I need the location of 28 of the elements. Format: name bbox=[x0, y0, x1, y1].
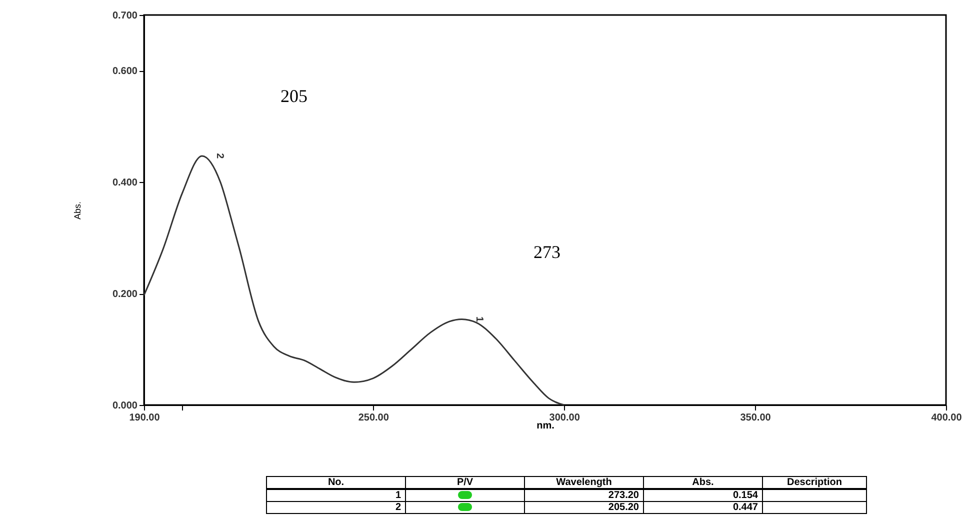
y-axis-title: Abs. bbox=[72, 201, 82, 220]
text: 2 bbox=[266, 502, 406, 514]
y-tick-label: 0.600 bbox=[112, 66, 138, 78]
text: Abs. bbox=[644, 476, 762, 489]
x-tick-label: 250.00 bbox=[358, 412, 390, 424]
text: Description bbox=[762, 476, 866, 489]
x-tick-label: 350.00 bbox=[740, 412, 772, 424]
annotation: 2 bbox=[214, 153, 226, 160]
annotation: 273 bbox=[534, 242, 560, 262]
text: No. bbox=[266, 476, 406, 489]
x-tick-label: 400.00 bbox=[931, 412, 962, 424]
x-tick-label: 300.00 bbox=[549, 412, 580, 424]
y-tick-label: 0.000 bbox=[112, 400, 138, 412]
text: Wavelength bbox=[524, 476, 644, 489]
y-tick-label: 0.400 bbox=[112, 178, 138, 189]
annotation: 1 bbox=[474, 316, 485, 322]
line-series bbox=[143, 155, 565, 406]
text: 273.20 bbox=[524, 489, 644, 502]
text: 0.154 bbox=[644, 489, 762, 502]
text: 205.20 bbox=[524, 502, 644, 514]
text: 1 bbox=[266, 489, 406, 502]
text: 0.447 bbox=[644, 502, 762, 514]
y-tick-label: 0.700 bbox=[112, 10, 138, 22]
y-tick-label: 0.200 bbox=[112, 289, 138, 300]
x-axis-title: nm. bbox=[536, 420, 555, 432]
x-tick-label: 190.00 bbox=[129, 412, 160, 424]
annotation: 205 bbox=[280, 86, 308, 106]
text: P/V bbox=[406, 476, 524, 489]
